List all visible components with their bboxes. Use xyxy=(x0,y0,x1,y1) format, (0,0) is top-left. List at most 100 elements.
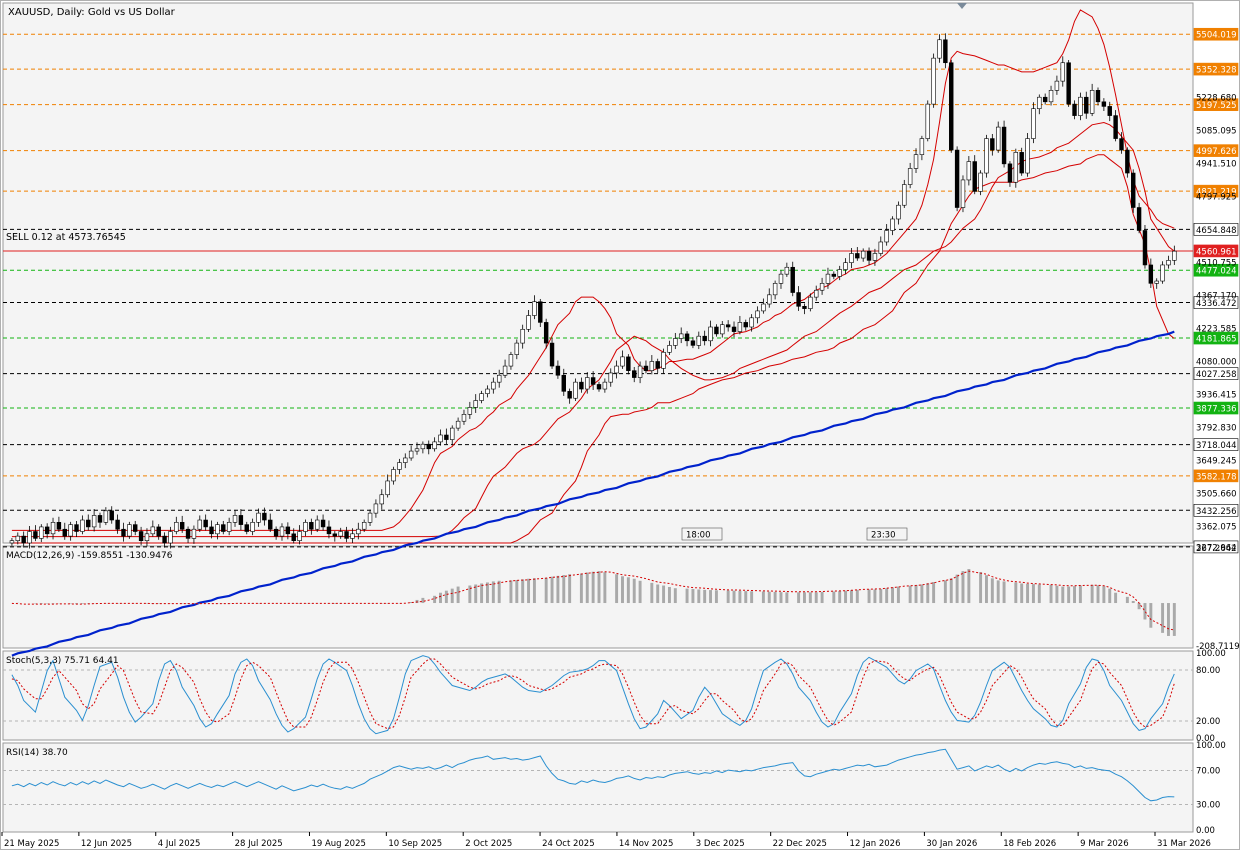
candle-body xyxy=(596,384,602,390)
candle-body xyxy=(614,365,619,374)
candle-body xyxy=(285,526,291,535)
rsi-line xyxy=(11,748,1175,802)
indicator-y-tick: 80.00 xyxy=(1196,666,1220,676)
candle-body xyxy=(9,540,15,544)
candle-body xyxy=(808,296,813,309)
candle-body xyxy=(391,469,396,482)
price-line-label: 3272.964 xyxy=(1196,543,1237,553)
candle-body xyxy=(1037,96,1042,110)
x-tick-label: 12 Jun 2025 xyxy=(81,839,132,849)
candle-body xyxy=(1154,280,1159,284)
candle-body xyxy=(156,526,161,537)
candle-body xyxy=(1119,138,1124,151)
candle-body xyxy=(684,333,690,342)
x-tick-label: 12 Jan 2026 xyxy=(850,839,901,849)
price-line-label: 3432.256 xyxy=(1196,507,1237,517)
candle-body xyxy=(661,351,666,369)
candle-body xyxy=(620,356,625,367)
candle-body xyxy=(250,522,255,532)
axes: 5228.680 5085.095 4941.510 4797.925 4510.755… xyxy=(1,94,1237,849)
x-tick-label: 18 Feb 2026 xyxy=(1003,839,1056,849)
candle-body xyxy=(309,522,314,530)
stochastic-k-line xyxy=(11,655,1175,735)
candle-body xyxy=(232,515,238,523)
candle-body xyxy=(590,377,596,385)
x-tick-label: 22 Dec 2025 xyxy=(773,839,827,849)
price-line-tag xyxy=(1193,244,1239,258)
price-line-tag xyxy=(1193,184,1239,198)
price-line-label: 4997.626 xyxy=(1196,147,1237,157)
candle-body xyxy=(1160,264,1165,282)
candle-body xyxy=(802,306,807,309)
candle-body xyxy=(649,361,655,371)
candle-body xyxy=(767,294,772,305)
candle-body xyxy=(168,531,173,544)
candle-body xyxy=(561,374,566,392)
candle-body xyxy=(1136,207,1142,231)
candle-body xyxy=(567,391,572,399)
candle-body xyxy=(731,326,737,332)
candle-body xyxy=(179,522,185,530)
candle-body xyxy=(514,342,520,355)
candle-body xyxy=(931,57,936,105)
candle-body xyxy=(573,381,578,399)
indicator-title: Stoch(5,3,3) 75.71 64.41 xyxy=(6,656,119,666)
candle-body xyxy=(473,400,478,408)
candle-body xyxy=(1007,163,1013,183)
price-line-label: 3582.178 xyxy=(1196,472,1237,482)
candle-body xyxy=(526,315,531,330)
candle-body xyxy=(1078,96,1083,116)
candle-body xyxy=(860,250,866,259)
y-tick-label: 3792.830 xyxy=(1196,423,1237,433)
candle-body xyxy=(825,273,831,284)
candle-body xyxy=(397,462,402,470)
x-tick-label: 4 Jul 2025 xyxy=(158,839,201,849)
x-tick-label: 9 Mar 2026 xyxy=(1080,839,1128,849)
price-line-label: 3718.044 xyxy=(1196,441,1237,451)
candle-body xyxy=(855,253,860,259)
candle-body xyxy=(426,443,431,450)
price-line-label: 4654.848 xyxy=(1196,226,1237,236)
pane-main xyxy=(2,2,1194,544)
price-line-tag xyxy=(1193,62,1239,76)
candle-body xyxy=(943,39,948,64)
candle-body xyxy=(520,328,525,344)
candle-body xyxy=(720,324,725,335)
ma200-line xyxy=(11,330,1175,657)
candle-body xyxy=(1095,90,1101,103)
candle-body xyxy=(837,269,842,277)
candle-body xyxy=(1048,90,1054,103)
session-marker-box xyxy=(681,527,723,541)
candle-body xyxy=(1066,62,1071,105)
price-line-tag xyxy=(1193,223,1239,236)
candle-body xyxy=(150,526,156,535)
y-tick-label: 4367.170 xyxy=(1196,291,1237,301)
candle-body xyxy=(585,377,590,390)
price-line-label: 4560.961 xyxy=(1196,247,1237,257)
candle-body xyxy=(667,345,672,353)
indicator-y-tick: -208.7119 xyxy=(1196,642,1240,652)
x-tick-label: 14 Nov 2025 xyxy=(619,839,673,849)
candle-body xyxy=(872,253,878,261)
candle-body xyxy=(555,365,561,376)
candle-body xyxy=(291,533,296,542)
candle-body xyxy=(162,535,167,544)
price-line-label: 5352.328 xyxy=(1196,66,1237,76)
x-tick-label: 24 Oct 2025 xyxy=(542,839,595,849)
candle-body xyxy=(315,519,320,530)
y-tick-label: 3936.415 xyxy=(1196,390,1237,400)
candle-body xyxy=(878,241,883,254)
candle-body xyxy=(796,292,801,307)
x-tick-label: 31 Mar 2026 xyxy=(1157,839,1211,849)
candle-body xyxy=(39,526,44,539)
candle-body xyxy=(1060,62,1065,82)
indicator-y-tick: 30.00 xyxy=(1196,801,1220,811)
candle-body xyxy=(461,414,467,422)
position-label: SELL 0.12 at 4573.76545 xyxy=(6,232,126,243)
candle-body xyxy=(320,519,326,528)
chart-title: XAUUSD, Daily: Gold vs US Dollar xyxy=(8,7,176,18)
candle-body xyxy=(103,510,109,523)
